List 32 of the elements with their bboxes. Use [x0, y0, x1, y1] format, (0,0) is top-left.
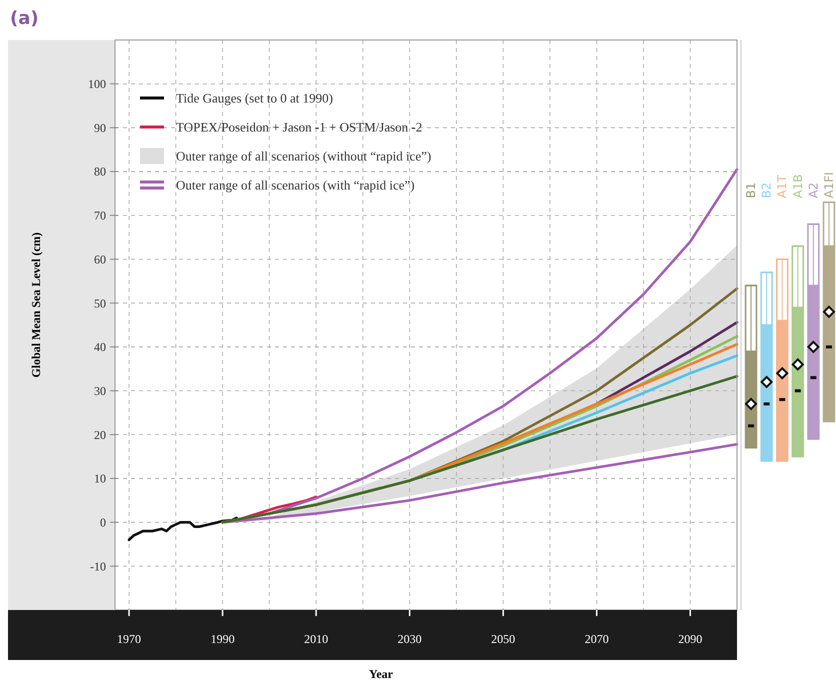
y-tick-label: 0 [100, 516, 106, 530]
x-tick-label: A1B [790, 174, 805, 198]
y-axis-title: Global Mean Sea Level (cm) [29, 232, 43, 378]
y-tick-label: 20 [94, 428, 106, 442]
x-tick-label: 2030 [398, 632, 422, 646]
chart-title: (a) [10, 8, 39, 29]
y-tick-label: 80 [94, 164, 106, 179]
x-axis-title: Year [369, 667, 394, 681]
x-tick-label: A1T [775, 174, 790, 198]
y-tick-label: 50 [94, 296, 106, 310]
y-tick-label: 30 [94, 384, 106, 398]
x-tick-label: A1FI [822, 172, 836, 198]
legend-label: TOPEX/Poseidon + Jason -1 + OSTM/Jason -2 [176, 120, 422, 135]
legend-label: Tide Gauges (set to 0 at 1990) [176, 90, 333, 106]
x-tick-label: A2 [806, 182, 820, 198]
x-tick-label: 1970 [117, 632, 142, 646]
y-tick-label: 10 [94, 472, 106, 486]
x-tick-label: 2050 [491, 632, 516, 646]
y-tick-label: -10 [90, 559, 106, 574]
x-tick-label: 2070 [584, 632, 609, 646]
x-tick-label: 1990 [210, 632, 235, 646]
legend-label: Outer range of all scenarios (without “rapid ice”) [176, 148, 432, 164]
legend-label: Outer range of all scenarios (with “rapid ice”) [176, 178, 415, 193]
x-tick-label: 2090 [678, 632, 702, 646]
y-tick-label: 70 [94, 208, 106, 223]
y-tick-label: 90 [94, 120, 106, 135]
y-tick-label: 100 [88, 77, 106, 92]
x-tick-label: B1 [744, 182, 758, 198]
x-tick-label: 2010 [304, 632, 328, 646]
y-tick-label: 60 [94, 252, 106, 266]
x-tick-label: B2 [760, 182, 774, 198]
y-tick-label: 40 [94, 340, 106, 354]
